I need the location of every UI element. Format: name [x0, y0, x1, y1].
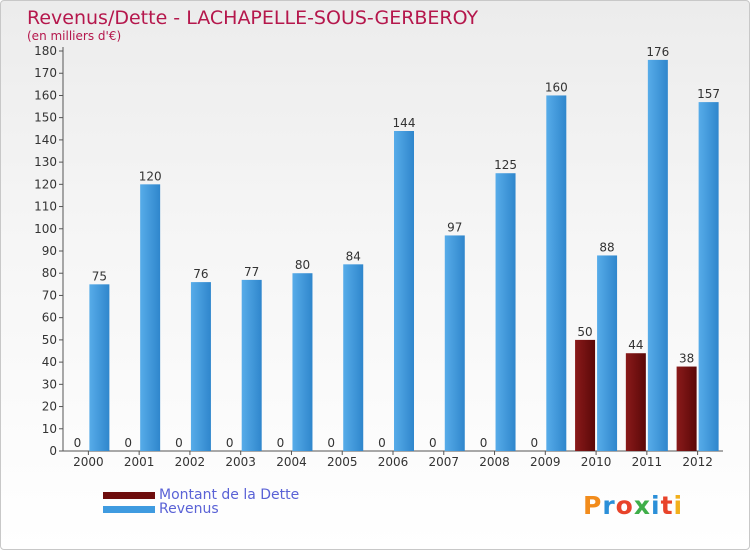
legend-label-dette: Montant de la Dette — [159, 487, 300, 503]
y-tick-label: 130 — [34, 155, 57, 169]
y-tick-label: 110 — [34, 200, 57, 214]
data-label-dette: 0 — [277, 436, 285, 450]
data-label-dette: 0 — [429, 436, 437, 450]
bar-revenus — [597, 255, 618, 451]
data-label-dette: 38 — [679, 352, 694, 366]
y-tick-label: 40 — [42, 355, 57, 369]
logo-letter: x — [633, 491, 651, 520]
data-label-revenus: 75 — [92, 269, 107, 283]
bar-revenus — [140, 184, 161, 452]
chart-data-labels: 0 75 0 120 0 76 0 77 0 80 0 84 0 144 0 97 0 125 0 160 50 88 44… — [74, 45, 721, 450]
logo-letter: P — [583, 491, 603, 520]
logo-letter: t — [660, 491, 674, 520]
logo-letter: r — [602, 491, 616, 520]
bar-revenus — [647, 59, 668, 452]
logo-letter: i — [673, 491, 684, 520]
data-label-dette: 0 — [226, 436, 234, 450]
y-tick-label: 0 — [49, 444, 57, 458]
logo-letter: i — [651, 491, 661, 520]
x-tick-label: 2005 — [327, 455, 358, 469]
y-tick-label: 50 — [42, 333, 57, 347]
data-label-dette: 0 — [480, 436, 488, 450]
bar-revenus — [444, 235, 465, 451]
data-label-revenus: 157 — [697, 87, 720, 101]
chart-bars — [89, 59, 719, 452]
x-tick-label: 2010 — [581, 455, 612, 469]
data-label-revenus: 88 — [599, 240, 614, 254]
y-tick-label: 180 — [34, 44, 57, 58]
bar-revenus — [241, 279, 262, 451]
y-tick-label: 30 — [42, 377, 57, 391]
proxiti-logo: Proxiti — [583, 491, 683, 520]
x-tick-label: 2001 — [124, 455, 155, 469]
data-label-revenus: 80 — [295, 258, 310, 272]
y-tick-label: 80 — [42, 266, 57, 280]
bar-revenus — [546, 95, 567, 451]
y-tick-label: 60 — [42, 311, 57, 325]
legend-swatch-dette — [103, 491, 155, 499]
data-label-revenus: 77 — [244, 265, 259, 279]
data-label-revenus: 120 — [139, 169, 162, 183]
bar-dette — [575, 339, 596, 451]
data-label-revenus: 84 — [346, 249, 361, 263]
legend-label-revenus: Revenus — [159, 501, 219, 517]
x-tick-label: 2004 — [276, 455, 307, 469]
data-label-dette: 0 — [124, 436, 132, 450]
y-tick-label: 90 — [42, 244, 57, 258]
bar-revenus — [343, 264, 364, 451]
x-tick-label: 2003 — [225, 455, 256, 469]
bar-dette — [625, 353, 646, 451]
data-label-dette: 0 — [327, 436, 335, 450]
bar-revenus — [190, 282, 211, 451]
chart-subtitle: (en milliers d'€) — [27, 29, 122, 43]
legend-swatch-revenus — [103, 505, 155, 513]
chart-title: Revenus/Dette - LACHAPELLE-SOUS-GERBEROY — [27, 7, 479, 29]
legend-item-dette: Montant de la Dette — [103, 487, 299, 503]
y-tick-label: 10 — [42, 422, 57, 436]
data-label-dette: 0 — [530, 436, 538, 450]
y-tick-label: 70 — [42, 288, 57, 302]
y-tick-label: 150 — [34, 111, 57, 125]
logo-letter: o — [615, 491, 634, 520]
bar-revenus — [698, 102, 719, 451]
y-tick-label: 170 — [34, 66, 57, 80]
data-label-revenus: 160 — [545, 80, 568, 94]
chart-axes: 0 10 20 30 40 50 60 70 80 90 100 110 120 130 140 150 160… — [34, 44, 723, 469]
data-label-revenus: 176 — [646, 45, 669, 59]
y-tick-label: 140 — [34, 133, 57, 147]
data-label-dette: 0 — [378, 436, 386, 450]
x-tick-label: 2000 — [73, 455, 104, 469]
y-tick-label: 100 — [34, 222, 57, 236]
x-tick-label: 2012 — [682, 455, 713, 469]
x-tick-label: 2008 — [479, 455, 510, 469]
data-label-revenus: 97 — [447, 220, 462, 234]
x-tick-label: 2011 — [632, 455, 663, 469]
bar-revenus — [89, 284, 110, 451]
data-label-dette: 50 — [577, 325, 592, 339]
bar-revenus — [292, 273, 313, 451]
y-tick-label: 160 — [34, 88, 57, 102]
y-tick-label: 20 — [42, 400, 57, 414]
legend-item-revenus: Revenus — [103, 501, 219, 517]
data-label-revenus: 144 — [393, 116, 416, 130]
bar-dette — [676, 366, 697, 451]
bar-revenus — [495, 173, 516, 451]
data-label-revenus: 76 — [193, 267, 208, 281]
x-tick-label: 2006 — [378, 455, 409, 469]
x-tick-label: 2007 — [428, 455, 459, 469]
x-tick-label: 2009 — [530, 455, 561, 469]
data-label-dette: 44 — [628, 338, 643, 352]
data-label-dette: 0 — [74, 436, 82, 450]
data-label-revenus: 125 — [494, 158, 517, 172]
y-tick-label: 120 — [34, 177, 57, 191]
data-label-dette: 0 — [175, 436, 183, 450]
bar-revenus — [394, 131, 414, 451]
x-tick-label: 2002 — [175, 455, 206, 469]
